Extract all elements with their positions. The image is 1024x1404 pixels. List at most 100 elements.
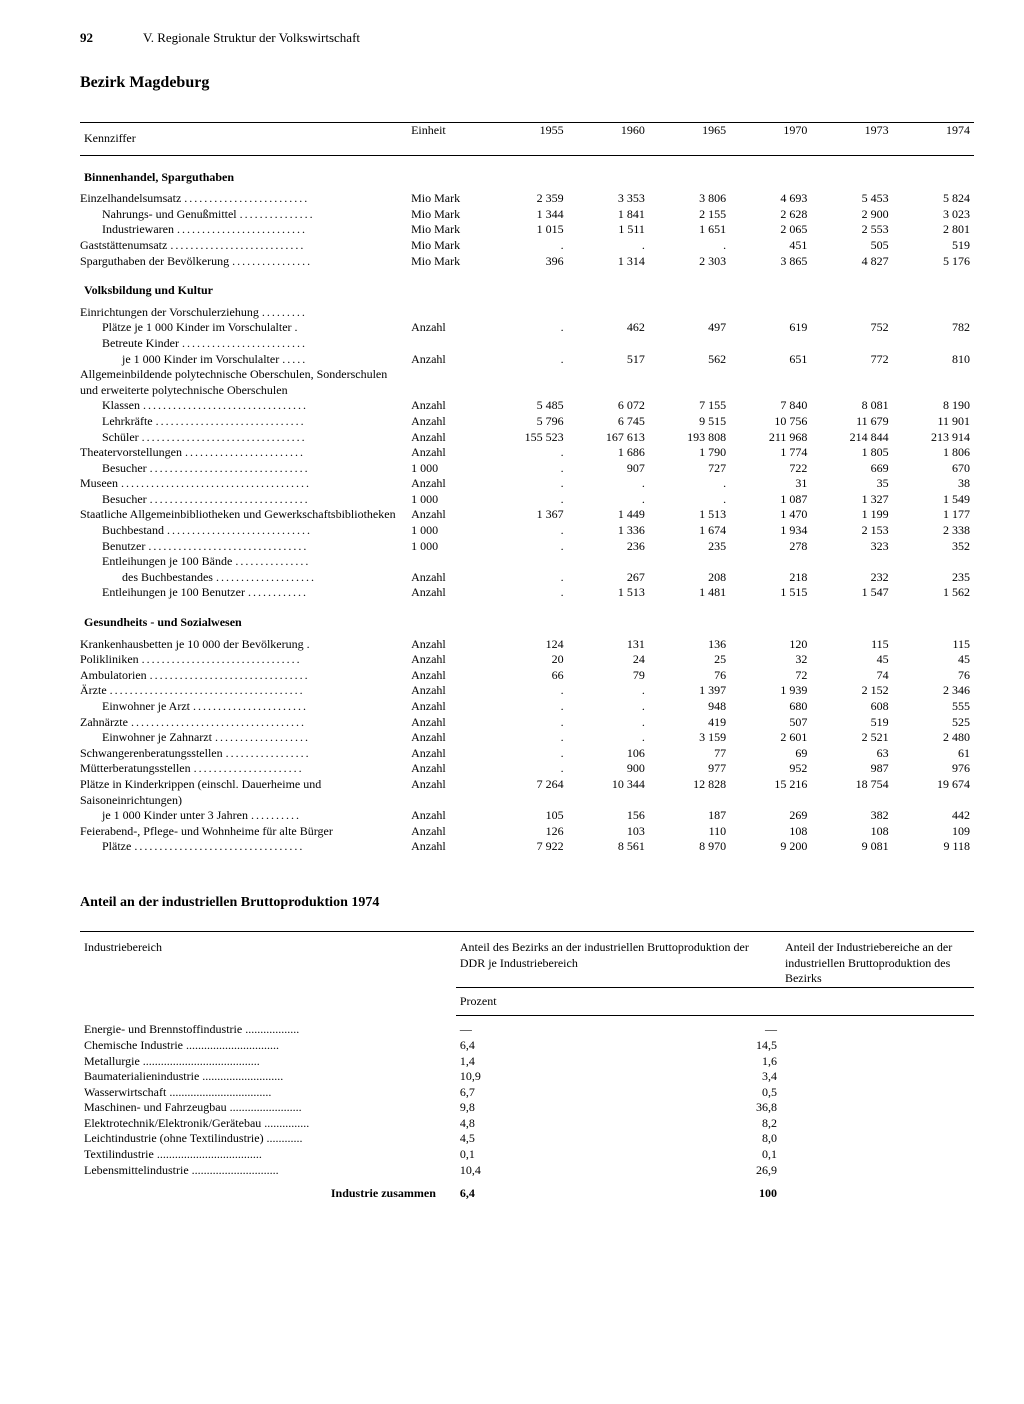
cell: 155 523 (486, 430, 567, 446)
col-1973: 1973 (811, 123, 892, 156)
table-row: Plätze in Kinderkrippen (einschl. Dauerh… (80, 777, 974, 808)
cell: . (486, 585, 567, 601)
row-unit: Anzahl (405, 761, 486, 777)
cell: 1 511 (568, 222, 649, 238)
cell: 31 (730, 476, 811, 492)
cell: 462 (568, 320, 649, 336)
table-row: Allgemeinbildende polytechnische Obersch… (80, 367, 974, 398)
table-row: Baumaterialienindustrie ................… (80, 1069, 974, 1085)
cell-a: 9,8 (456, 1100, 578, 1116)
cell: 3 806 (649, 191, 730, 207)
row-label: Ärzte ..................................… (80, 683, 405, 699)
table-row: Ambulatorien ...........................… (80, 668, 974, 684)
col-anteil-bezirk: Anteil der Industriebereiche an der indu… (781, 931, 974, 987)
table-row: Gaststättenumsatz ......................… (80, 238, 974, 254)
cell (811, 336, 892, 352)
cell: 38 (893, 476, 974, 492)
cell: 236 (568, 539, 649, 555)
cell-b: 36,8 (578, 1100, 781, 1116)
cell-b: 26,9 (578, 1163, 781, 1179)
cell: 5 796 (486, 414, 567, 430)
table-row: Plätze .................................… (80, 839, 974, 855)
cell: 124 (486, 637, 567, 653)
cell: 442 (893, 808, 974, 824)
cell (730, 305, 811, 321)
cell: . (568, 492, 649, 508)
section-title: Gesundheits - und Sozialwesen (80, 601, 974, 637)
row-unit: Anzahl (405, 320, 486, 336)
cell: 9 200 (730, 839, 811, 855)
table-row: Museen .................................… (80, 476, 974, 492)
row-unit: Anzahl (405, 668, 486, 684)
cell: 105 (486, 808, 567, 824)
row-unit: Mio Mark (405, 191, 486, 207)
row-unit: Anzahl (405, 699, 486, 715)
table-row: Nahrungs- und Genußmittel ..............… (80, 207, 974, 223)
row-unit: Mio Mark (405, 254, 486, 270)
table-row: Entleihungen je 100 Benutzer ...........… (80, 585, 974, 601)
cell: . (486, 238, 567, 254)
cell: 505 (811, 238, 892, 254)
row-label: Textilindustrie ........................… (80, 1147, 456, 1163)
cell: 382 (811, 808, 892, 824)
row-label: Metallurgie ............................… (80, 1054, 456, 1070)
industry-table: Industriebereich Anteil des Bezirks an d… (80, 931, 974, 1202)
row-label: Mütterberatungsstellen .................… (80, 761, 405, 777)
cell (811, 305, 892, 321)
cell: 19 674 (893, 777, 974, 808)
row-label: Feierabend-, Pflege- und Wohnheime für a… (80, 824, 405, 840)
cell: 1 939 (730, 683, 811, 699)
cell: 1 806 (893, 445, 974, 461)
cell: 3 353 (568, 191, 649, 207)
cell: 25 (649, 652, 730, 668)
cell: 115 (811, 637, 892, 653)
cell: . (486, 492, 567, 508)
row-unit: Anzahl (405, 430, 486, 446)
cell: 235 (649, 539, 730, 555)
cell: 1 177 (893, 507, 974, 523)
row-label: Zahnärzte ..............................… (80, 715, 405, 731)
cell-b: 1,6 (578, 1054, 781, 1070)
row-label: Besucher ...............................… (80, 492, 405, 508)
cell: 8 081 (811, 398, 892, 414)
cell-a: 4,8 (456, 1116, 578, 1132)
cell: 15 216 (730, 777, 811, 808)
total-a: 6,4 (456, 1178, 578, 1202)
cell: 669 (811, 461, 892, 477)
cell (486, 336, 567, 352)
row-unit (405, 336, 486, 352)
row-unit: Anzahl (405, 730, 486, 746)
cell: 10 344 (568, 777, 649, 808)
cell: 63 (811, 746, 892, 762)
cell: 1 481 (649, 585, 730, 601)
cell: 187 (649, 808, 730, 824)
row-unit: Anzahl (405, 507, 486, 523)
main-table: Kennziffer Einheit 1955 1960 1965 1970 1… (80, 122, 974, 855)
cell: 208 (649, 570, 730, 586)
cell: . (486, 715, 567, 731)
cell: 555 (893, 699, 974, 715)
cell: . (486, 352, 567, 368)
total-label: Industrie zusammen (80, 1178, 456, 1202)
cell: . (486, 445, 567, 461)
row-label: Schwangerenberatungsstellen ............… (80, 746, 405, 762)
cell (730, 367, 811, 398)
table-row: Buchbestand ............................… (80, 523, 974, 539)
cell: 72 (730, 668, 811, 684)
table-row: Besucher ...............................… (80, 461, 974, 477)
row-unit: 1 000 (405, 523, 486, 539)
cell: 156 (568, 808, 649, 824)
row-unit: Anzahl (405, 652, 486, 668)
table-row: Betreute Kinder ........................… (80, 336, 974, 352)
cell: 126 (486, 824, 567, 840)
cell: 120 (730, 637, 811, 653)
cell: 1 790 (649, 445, 730, 461)
cell: 8 190 (893, 398, 974, 414)
cell: 1 199 (811, 507, 892, 523)
col-kennziffer: Kennziffer (80, 123, 405, 156)
row-unit: 1 000 (405, 539, 486, 555)
table-row: Metallurgie ............................… (80, 1054, 974, 1070)
row-label: Sparguthaben der Bevölkerung ...........… (80, 254, 405, 270)
row-label: Benutzer ...............................… (80, 539, 405, 555)
table-row: Einrichtungen der Vorschulerziehung ....… (80, 305, 974, 321)
